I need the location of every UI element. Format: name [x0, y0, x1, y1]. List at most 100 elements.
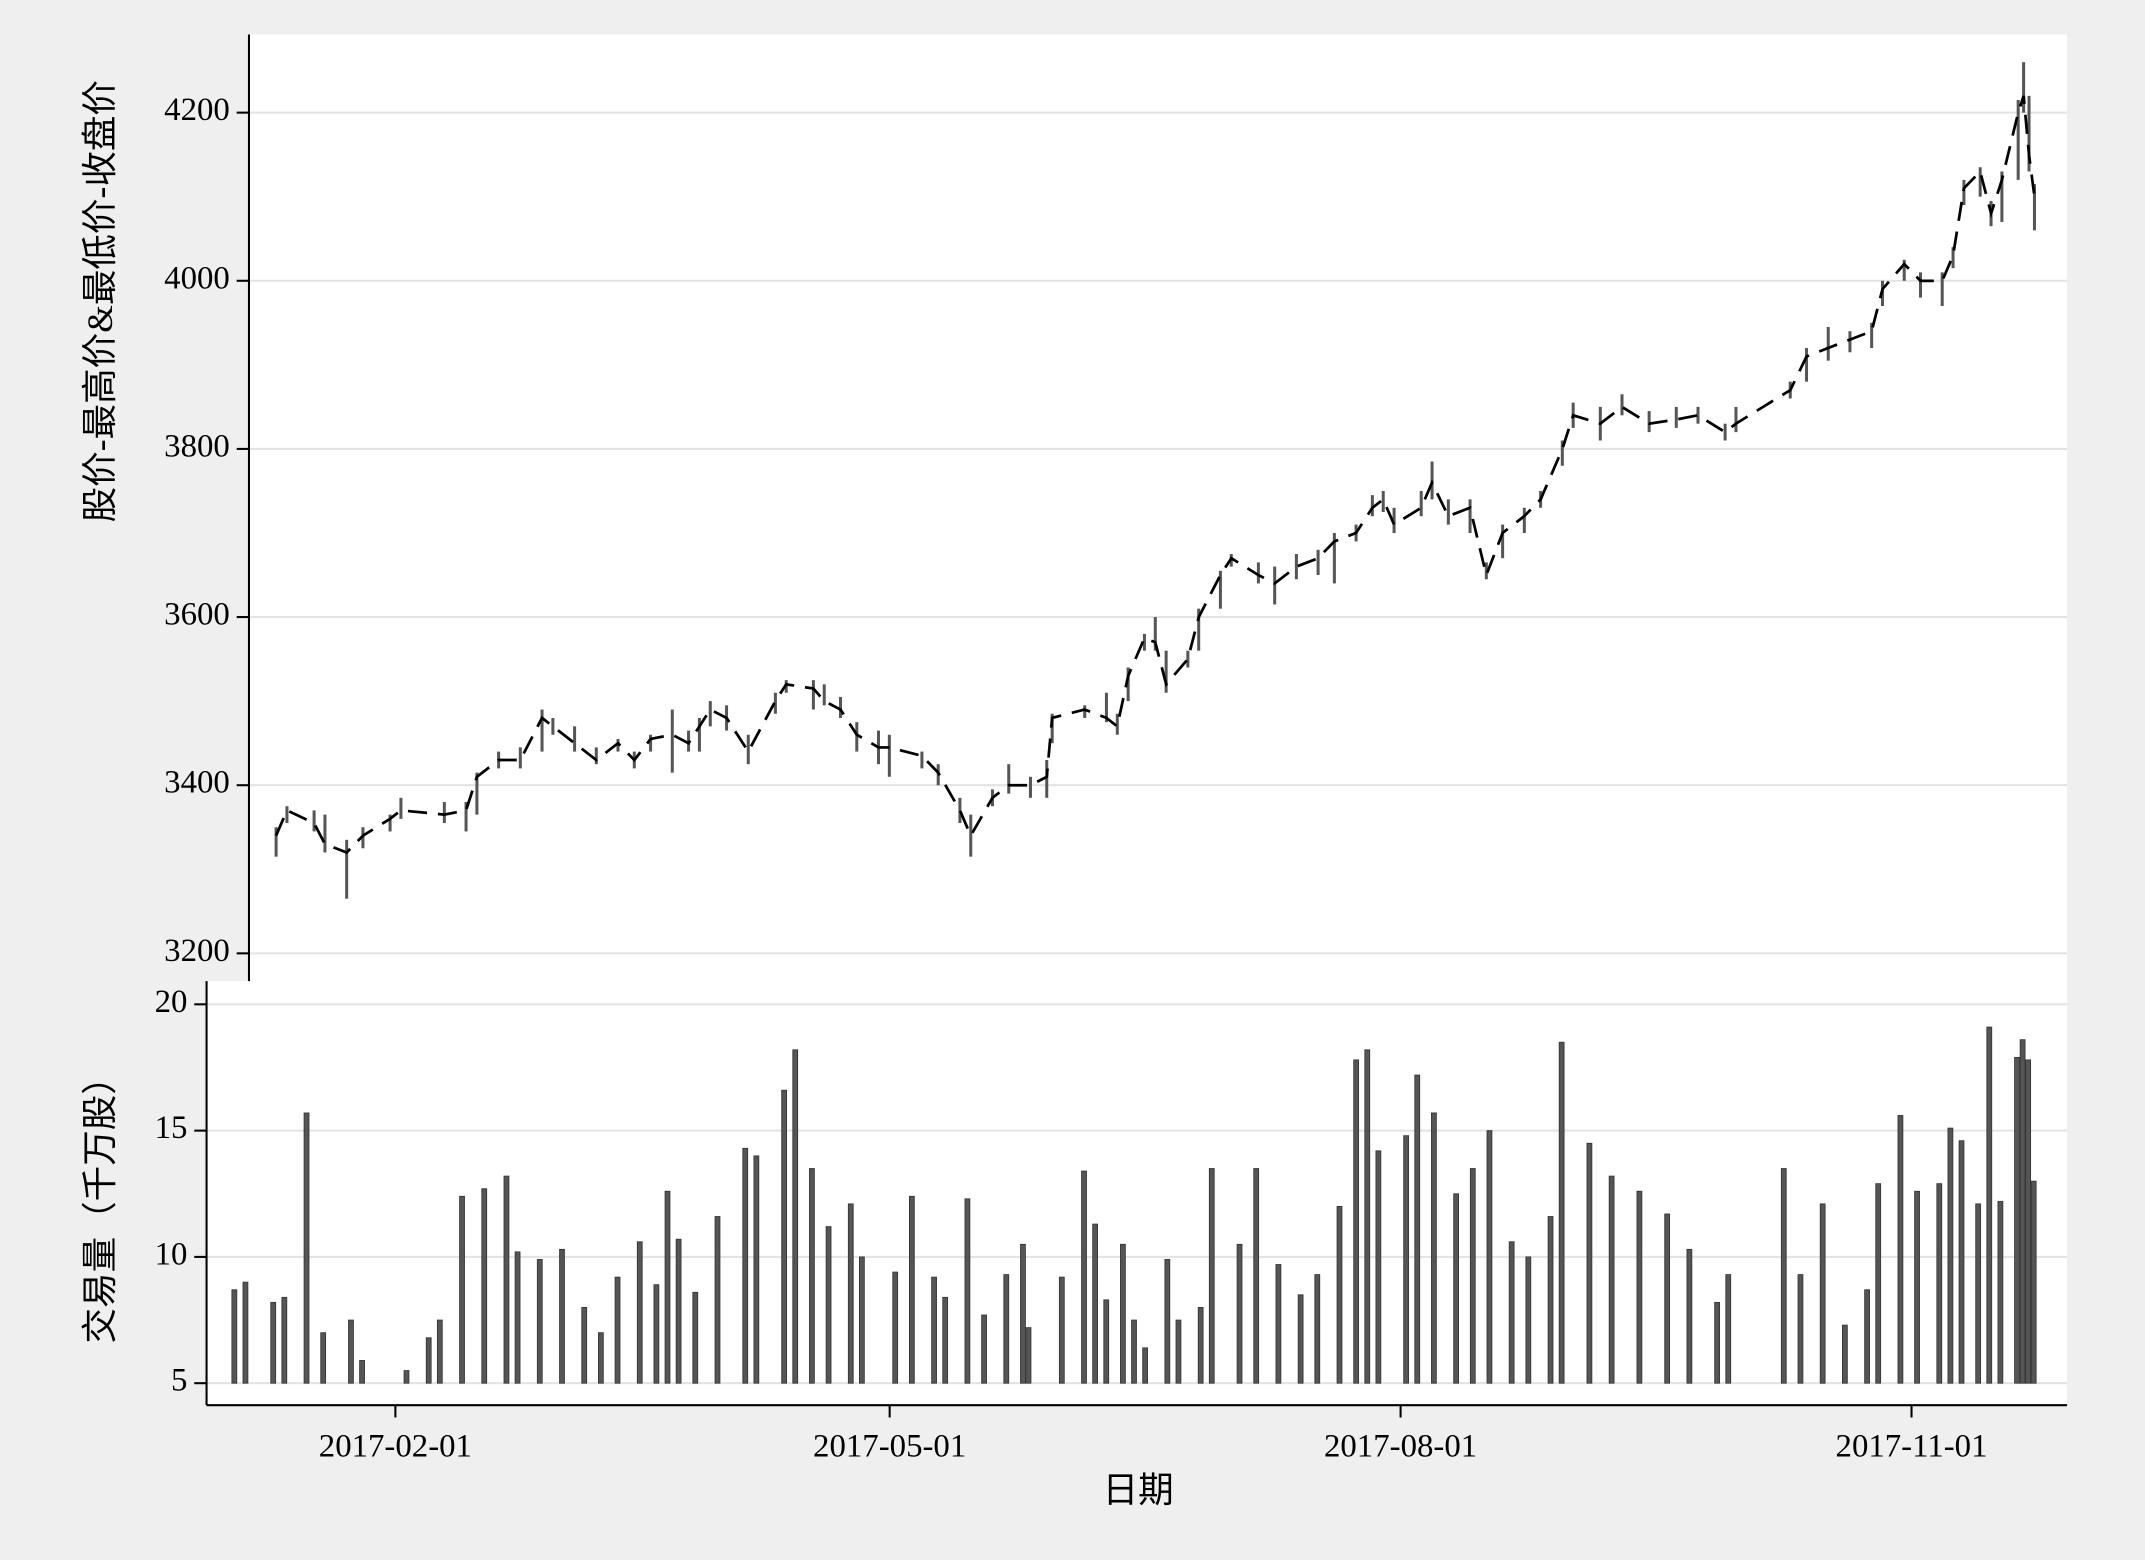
- y-tick-label: 4000: [164, 260, 230, 296]
- volume-bar: [514, 1251, 521, 1384]
- volume-bar: [981, 1314, 987, 1384]
- volume-bar: [1131, 1319, 1137, 1384]
- ticks: 3200 3400 3600 3800 4000 4200 5 10 15 20 2017-02-0…: [155, 92, 1988, 1464]
- volume-bar: [1253, 1168, 1260, 1384]
- volume-bar: [1819, 1203, 1826, 1384]
- volume-bar: [825, 1226, 832, 1384]
- volume-bar: [1197, 1307, 1204, 1384]
- volume-bar: [892, 1271, 899, 1384]
- volume-bar: [1175, 1319, 1182, 1384]
- volume-bar: [281, 1296, 288, 1384]
- volume-bar: [2019, 1039, 2026, 1384]
- volume-bar: [1120, 1243, 1126, 1384]
- volume-bar: [1431, 1112, 1437, 1384]
- volume-bar: [675, 1238, 682, 1384]
- volume-bar: [2025, 1059, 2032, 1384]
- volume-bar: [859, 1256, 865, 1384]
- volume-bar: [303, 1112, 310, 1384]
- volume-bar: [636, 1241, 643, 1384]
- volume-bar: [1103, 1299, 1110, 1384]
- close-line: [274, 95, 2036, 855]
- volume-bar: [503, 1175, 510, 1384]
- volume-bar: [1608, 1175, 1615, 1384]
- volume-bar: [1936, 1183, 1943, 1384]
- volume-bar: [964, 1198, 971, 1384]
- x-tick-label: 2017-05-01: [813, 1428, 966, 1464]
- volume-bar: [1797, 1274, 1804, 1384]
- volume-bar: [1842, 1324, 1848, 1384]
- volume-bar: [1508, 1241, 1515, 1384]
- y-tick-label: 3600: [164, 597, 230, 633]
- volume-bar: [809, 1168, 815, 1384]
- volume-bar: [1142, 1347, 1148, 1384]
- volume-bar: [1364, 1049, 1371, 1384]
- volume-bar: [1336, 1205, 1343, 1384]
- volume-bar: [1469, 1168, 1476, 1384]
- y-tick-label: 15: [155, 1110, 188, 1146]
- volume-bar: [403, 1370, 410, 1384]
- volume-bar: [1725, 1274, 1732, 1384]
- price-y-axis-title: 股价-最高价&最低价-收盘价: [80, 80, 120, 522]
- volume-bar: [559, 1248, 565, 1384]
- volume-bar: [359, 1360, 365, 1384]
- volume-bar: [714, 1216, 721, 1384]
- volume-bar: [581, 1307, 588, 1384]
- volume-bar: [1275, 1264, 1282, 1384]
- volume-bar: [348, 1319, 354, 1384]
- volume-bar: [1314, 1274, 1321, 1384]
- y-tick-label: 10: [155, 1236, 188, 1272]
- volume-bar: [1686, 1248, 1693, 1384]
- volume-bar: [1986, 1026, 1993, 1384]
- marks: [231, 62, 2037, 1384]
- volume-bar: [1353, 1059, 1360, 1384]
- y-tick-label: 3200: [164, 933, 230, 969]
- volume-bar: [320, 1332, 327, 1384]
- volume-bar: [597, 1332, 604, 1384]
- volume-bar: [1586, 1142, 1593, 1384]
- volume-bar: [1236, 1243, 1243, 1384]
- volume-bar: [1875, 1183, 1882, 1384]
- volume-bar: [931, 1276, 937, 1384]
- volume-bar: [1003, 1274, 1010, 1384]
- y-tick-label: 4200: [164, 92, 230, 128]
- volume-bar: [1208, 1168, 1215, 1384]
- x-axis-title: 日期: [1103, 1470, 1174, 1510]
- volume-y-axis-title: 交易量（千万股）: [80, 1059, 120, 1343]
- volume-bar: [1558, 1041, 1565, 1384]
- volume-bar: [231, 1289, 238, 1384]
- volume-bar: [1403, 1135, 1410, 1384]
- volume-bar: [425, 1337, 432, 1384]
- x-tick-label: 2017-02-01: [319, 1428, 472, 1464]
- y-tick-label: 5: [171, 1363, 187, 1399]
- volume-bar: [1486, 1130, 1493, 1384]
- volume-bar: [1297, 1294, 1304, 1384]
- volume-bar: [1636, 1190, 1643, 1384]
- volume-bar: [1947, 1127, 1954, 1384]
- y-tick-label: 3800: [164, 428, 230, 464]
- volume-bar: [792, 1049, 799, 1384]
- volume-bar: [1547, 1216, 1554, 1384]
- volume-bar: [1525, 1256, 1532, 1384]
- volume-bar: [1058, 1276, 1065, 1384]
- volume-bar: [1897, 1115, 1904, 1384]
- volume-bar: [536, 1259, 543, 1384]
- volume-bar: [692, 1291, 699, 1384]
- volume-bar: [909, 1195, 915, 1384]
- y-tick-label: 3400: [164, 765, 230, 801]
- volume-bar: [2014, 1056, 2020, 1384]
- volume-bar: [1914, 1190, 1920, 1384]
- volume-bar: [1375, 1150, 1382, 1384]
- volume-bar: [1164, 1259, 1171, 1384]
- volume-bar: [1958, 1140, 1965, 1384]
- volume-bar: [1092, 1223, 1099, 1384]
- volume-bar: [1780, 1168, 1787, 1384]
- volume-bar: [436, 1319, 443, 1384]
- volume-bar: [2030, 1180, 2037, 1384]
- volume-bar: [614, 1276, 621, 1384]
- volume-bar: [847, 1203, 854, 1384]
- volume-bar: [1864, 1289, 1870, 1384]
- volume-bar: [1414, 1074, 1421, 1384]
- volume-bar: [1453, 1193, 1460, 1384]
